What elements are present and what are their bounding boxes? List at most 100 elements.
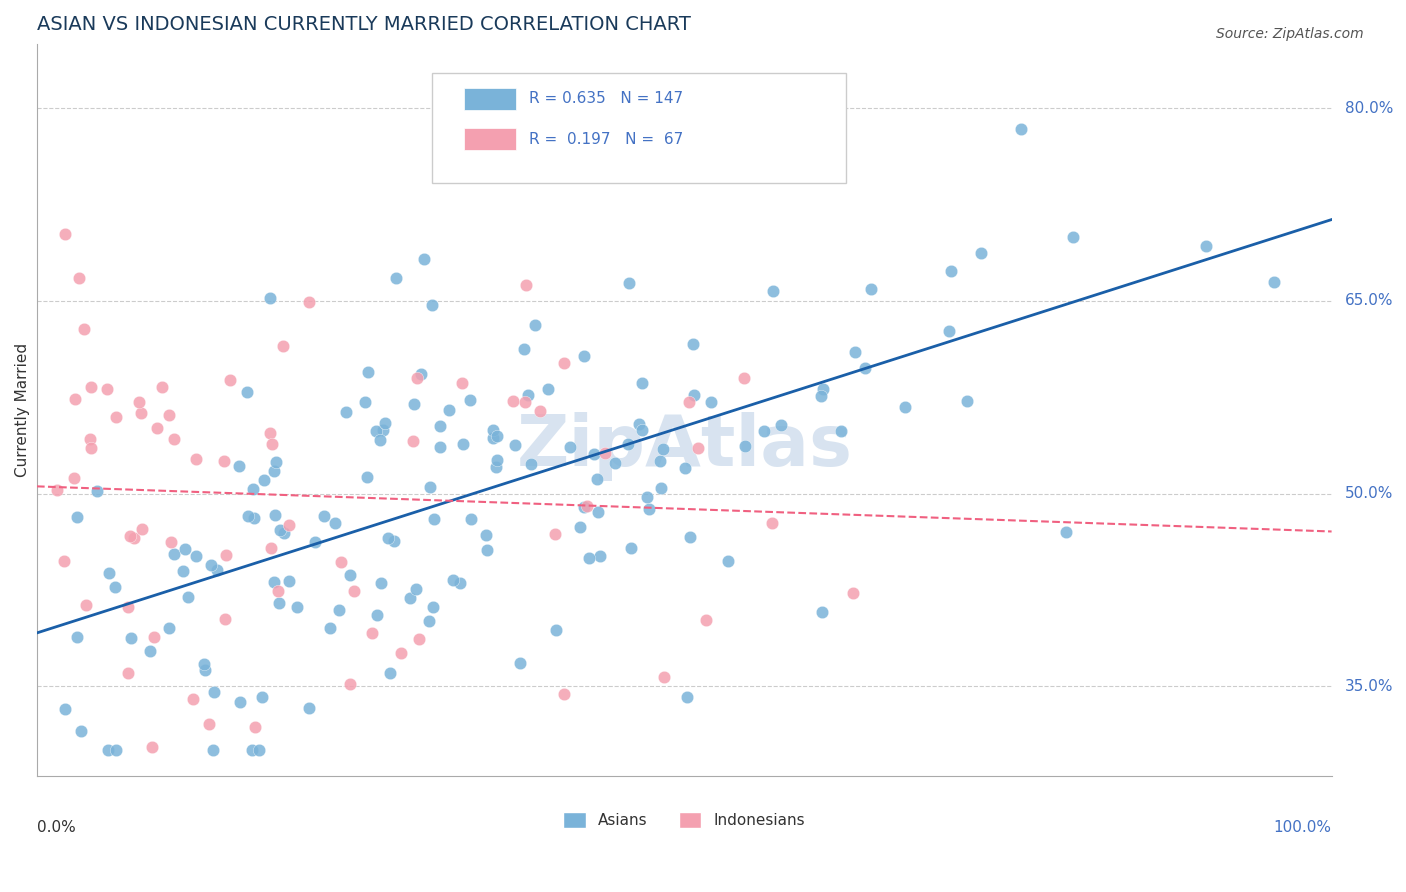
Point (176, 590, 198, 604)
Point (553, 356, 575, 370)
Point (558, 440, 581, 454)
Point (404, 397, 426, 411)
Point (139, 644, 162, 658)
Point (419, 480, 441, 494)
Point (194, 663, 217, 677)
Point (173, 541, 195, 556)
Point (956, 394, 979, 409)
Point (576, 499, 599, 513)
Point (243, 721, 266, 735)
Point (1195, 239, 1218, 253)
Point (734, 439, 756, 453)
Point (105, 743, 128, 757)
Point (1010, 122, 1032, 136)
Point (544, 623, 567, 637)
Point (515, 278, 537, 293)
Point (186, 549, 208, 564)
Point (298, 701, 321, 715)
Point (260, 437, 283, 451)
Point (568, 520, 591, 534)
Point (55, 227, 77, 241)
Point (374, 416, 396, 430)
Point (385, 271, 408, 285)
Point (343, 583, 366, 598)
Text: 50.0%: 50.0% (1344, 486, 1393, 501)
Point (66, 630, 89, 644)
Text: ZipAtlas: ZipAtlas (516, 412, 852, 481)
Point (770, 417, 793, 432)
Point (253, 473, 276, 487)
Point (699, 395, 721, 409)
Point (228, 459, 250, 474)
Legend: Asians, Indonesians: Asians, Indonesians (557, 806, 811, 834)
Point (157, 408, 180, 422)
Point (96, 382, 118, 396)
Point (143, 630, 166, 644)
Point (631, 423, 654, 437)
Point (402, 434, 425, 448)
Point (214, 612, 236, 626)
Point (98, 566, 121, 581)
Point (1062, 230, 1084, 244)
Point (938, 324, 960, 338)
Point (586, 472, 609, 486)
Point (451, 437, 474, 451)
Point (449, 575, 471, 590)
Point (105, 410, 128, 425)
Point (716, 554, 738, 568)
Point (80, 380, 103, 394)
Point (357, 365, 380, 379)
Point (80, 442, 103, 456)
Point (377, 531, 399, 545)
Point (202, 685, 225, 699)
Point (537, 382, 560, 396)
Point (422, 600, 444, 615)
Point (578, 550, 600, 565)
Point (242, 482, 264, 496)
Point (328, 603, 350, 617)
Point (860, 283, 883, 297)
Point (323, 516, 346, 530)
Point (682, 336, 704, 351)
Point (269, 523, 291, 537)
FancyBboxPatch shape (432, 73, 846, 183)
Point (157, 621, 180, 635)
Point (129, 406, 152, 420)
Point (370, 576, 392, 591)
Point (260, 541, 283, 555)
Point (200, 558, 222, 572)
Point (264, 455, 287, 469)
Point (810, 389, 832, 403)
Point (46, 483, 69, 497)
Point (250, 690, 273, 704)
Point (360, 625, 382, 640)
Point (408, 632, 430, 647)
Point (366, 607, 388, 622)
Point (481, 423, 503, 437)
Text: R = 0.635   N = 147: R = 0.635 N = 147 (529, 91, 683, 106)
Text: 80.0%: 80.0% (1344, 101, 1393, 116)
Point (482, 431, 505, 445)
Point (485, 453, 508, 467)
Point (242, 743, 264, 757)
Point (811, 605, 834, 619)
Point (637, 502, 659, 516)
Point (648, 453, 671, 467)
Point (339, 676, 361, 690)
Point (371, 423, 394, 437)
Point (52, 554, 75, 568)
Point (163, 432, 186, 446)
Point (458, 392, 481, 407)
Text: 65.0%: 65.0% (1344, 293, 1393, 309)
Point (319, 621, 342, 635)
Point (273, 525, 295, 540)
Point (65, 509, 87, 524)
Point (228, 695, 250, 709)
Point (811, 382, 834, 396)
Point (335, 405, 357, 419)
Point (128, 395, 150, 409)
Point (380, 665, 402, 680)
Point (582, 447, 605, 461)
Point (423, 512, 446, 526)
Point (484, 459, 506, 474)
